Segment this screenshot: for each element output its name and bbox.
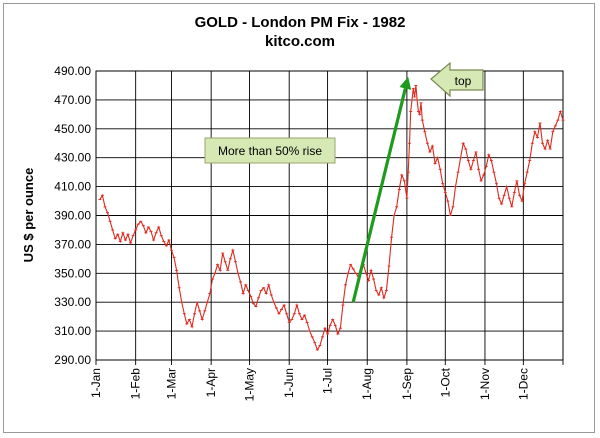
top-callout-arrow-shape: [430, 61, 484, 98]
y-tick-label: 390.00: [54, 209, 91, 223]
x-tick-label: 1-Jul: [321, 368, 335, 394]
x-tick-label: 1-Dec: [516, 368, 530, 400]
trend-arrow: [351, 76, 412, 303]
x-tick-label: 1-May: [243, 368, 257, 401]
x-tick-label: 1-Oct: [438, 367, 452, 397]
y-axis-label: US $ per ounce: [21, 168, 36, 263]
y-tick-label: 470.00: [54, 93, 91, 107]
rise-annotation-box: [204, 137, 336, 164]
top-annotation-text: top: [455, 74, 472, 88]
grid: [95, 70, 564, 365]
y-tick-label: 450.00: [54, 122, 91, 136]
x-axis-ticks: 1-Jan 1-Feb 1-Mar 1-Apr 1-May 1-Jun 1-Jul 1-Aug…: [89, 367, 530, 401]
x-tick-label: 1-Apr: [204, 368, 218, 397]
y-tick-label: 430.00: [54, 151, 91, 165]
rise-annotation-text: More than 50% rise: [218, 144, 322, 158]
x-tick-label: 1-Sep: [400, 368, 414, 400]
y-tick-label: 290.00: [54, 353, 91, 367]
y-tick-label: 490.00: [54, 64, 91, 78]
trend-arrow-head: [399, 76, 412, 90]
y-tick-label: 330.00: [54, 295, 91, 309]
x-tick-label: 1-Mar: [164, 368, 178, 399]
y-axis-ticks: 290.00 310.00 330.00 350.00 370.00 390.00 410.…: [54, 64, 91, 367]
x-tick-label: 1-Feb: [129, 368, 143, 400]
x-tick-label: 1-Nov: [478, 368, 492, 400]
chart-subtitle: kitco.com: [264, 33, 336, 50]
x-tick-label: 1-Jan: [89, 368, 103, 398]
rise-annotation: More than 50% rise: [204, 137, 336, 164]
y-tick-label: 350.00: [54, 266, 91, 280]
top-annotation: top: [430, 61, 484, 98]
y-tick-label: 310.00: [54, 324, 91, 338]
series-line: [99, 85, 564, 352]
x-tick-label: 1-Aug: [360, 368, 374, 400]
series: [98, 84, 565, 352]
x-tick-label: 1-Jun: [282, 368, 296, 398]
chart-title: GOLD - London PM Fix - 1982: [194, 14, 406, 31]
chart-frame: GOLD - London PM Fix - 1982 kitco.com: [3, 3, 595, 433]
y-tick-label: 370.00: [54, 237, 91, 251]
y-tick-label: 410.00: [54, 180, 91, 194]
trend-arrow-shaft: [351, 88, 407, 303]
